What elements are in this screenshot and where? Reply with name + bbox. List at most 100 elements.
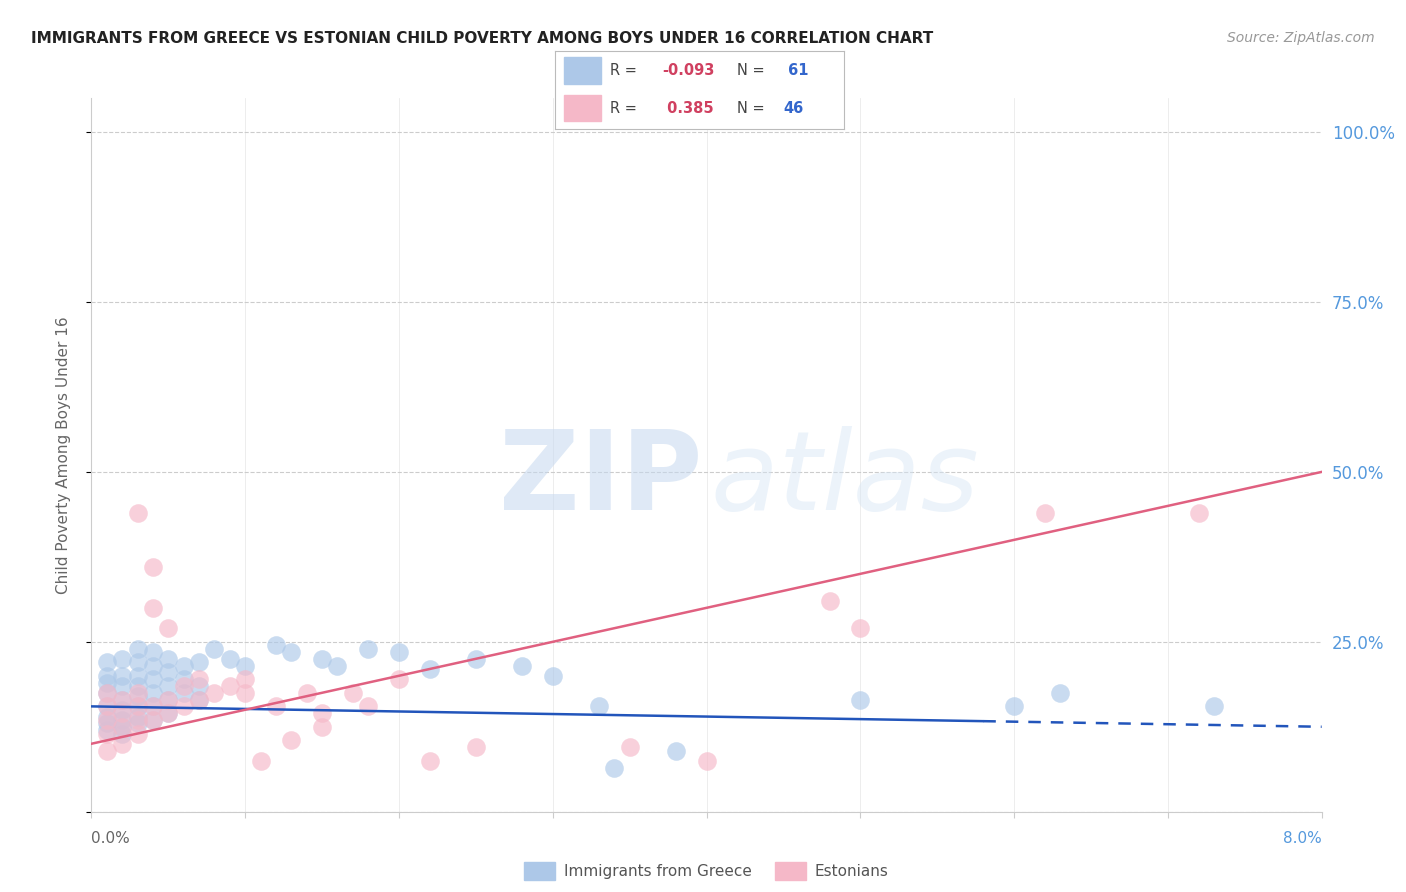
Point — [419, 662, 441, 676]
Point — [357, 641, 380, 656]
Point — [157, 706, 180, 721]
Point — [249, 754, 271, 768]
Point — [1187, 506, 1209, 520]
Point — [127, 679, 149, 693]
Point — [464, 740, 486, 755]
Point — [157, 621, 180, 635]
Point — [96, 699, 118, 714]
Point — [464, 652, 486, 666]
Point — [96, 716, 118, 731]
Point — [142, 658, 165, 673]
Point — [188, 692, 211, 706]
Point — [388, 672, 411, 686]
Point — [142, 560, 165, 574]
Point — [510, 658, 533, 673]
Point — [157, 706, 180, 721]
Point — [218, 679, 240, 693]
Bar — [564, 57, 602, 84]
Point — [157, 665, 180, 680]
Point — [127, 689, 149, 703]
Point — [111, 713, 134, 727]
Point — [111, 720, 134, 734]
Text: R =: R = — [610, 101, 641, 116]
Legend: Immigrants from Greece, Estonians: Immigrants from Greece, Estonians — [519, 856, 894, 886]
Point — [295, 686, 318, 700]
Point — [127, 699, 149, 714]
Point — [280, 733, 302, 747]
Text: Source: ZipAtlas.com: Source: ZipAtlas.com — [1227, 31, 1375, 45]
Point — [619, 740, 641, 755]
Text: N =: N = — [737, 101, 769, 116]
Y-axis label: Child Poverty Among Boys Under 16: Child Poverty Among Boys Under 16 — [56, 316, 70, 594]
Point — [1002, 699, 1025, 714]
Point — [849, 621, 872, 635]
Point — [142, 699, 165, 714]
Point — [157, 692, 180, 706]
Point — [218, 652, 240, 666]
Point — [173, 658, 195, 673]
Point — [127, 713, 149, 727]
Point — [127, 655, 149, 669]
Point — [127, 686, 149, 700]
Point — [111, 679, 134, 693]
Point — [96, 686, 118, 700]
Text: 8.0%: 8.0% — [1282, 831, 1322, 846]
Point — [142, 713, 165, 727]
Point — [541, 669, 564, 683]
Point — [96, 675, 118, 690]
Point — [173, 672, 195, 686]
Text: IMMIGRANTS FROM GREECE VS ESTONIAN CHILD POVERTY AMONG BOYS UNDER 16 CORRELATION: IMMIGRANTS FROM GREECE VS ESTONIAN CHILD… — [31, 31, 934, 46]
Point — [233, 658, 256, 673]
Point — [111, 652, 134, 666]
Point — [1202, 699, 1225, 714]
Point — [127, 669, 149, 683]
Point — [233, 672, 256, 686]
Point — [188, 679, 211, 693]
Text: 0.0%: 0.0% — [91, 831, 131, 846]
Point — [849, 692, 872, 706]
Point — [202, 641, 225, 656]
Point — [357, 699, 380, 714]
Point — [665, 743, 688, 757]
Point — [1049, 686, 1071, 700]
Point — [233, 686, 256, 700]
Point — [142, 686, 165, 700]
Point — [188, 655, 211, 669]
Point — [96, 699, 118, 714]
Point — [111, 703, 134, 717]
Point — [96, 686, 118, 700]
Point — [127, 641, 149, 656]
Point — [419, 754, 441, 768]
Bar — [564, 95, 602, 121]
Text: R =: R = — [610, 63, 641, 78]
Point — [603, 760, 626, 774]
Point — [96, 655, 118, 669]
Point — [96, 713, 118, 727]
Point — [311, 706, 333, 721]
Point — [202, 686, 225, 700]
Point — [173, 699, 195, 714]
Point — [388, 645, 411, 659]
Point — [111, 706, 134, 721]
Point — [111, 692, 134, 706]
Point — [157, 692, 180, 706]
Point — [96, 723, 118, 738]
Point — [96, 743, 118, 757]
Text: ZIP: ZIP — [499, 426, 703, 533]
Point — [142, 672, 165, 686]
Point — [342, 686, 364, 700]
Point — [311, 720, 333, 734]
Point — [157, 679, 180, 693]
Point — [818, 594, 841, 608]
Point — [127, 716, 149, 731]
Point — [695, 754, 717, 768]
Point — [264, 699, 287, 714]
Point — [188, 672, 211, 686]
Text: 61: 61 — [783, 63, 808, 78]
Point — [311, 652, 333, 666]
Point — [173, 679, 195, 693]
Point — [96, 709, 118, 723]
Point — [111, 669, 134, 683]
Point — [142, 699, 165, 714]
Point — [111, 692, 134, 706]
